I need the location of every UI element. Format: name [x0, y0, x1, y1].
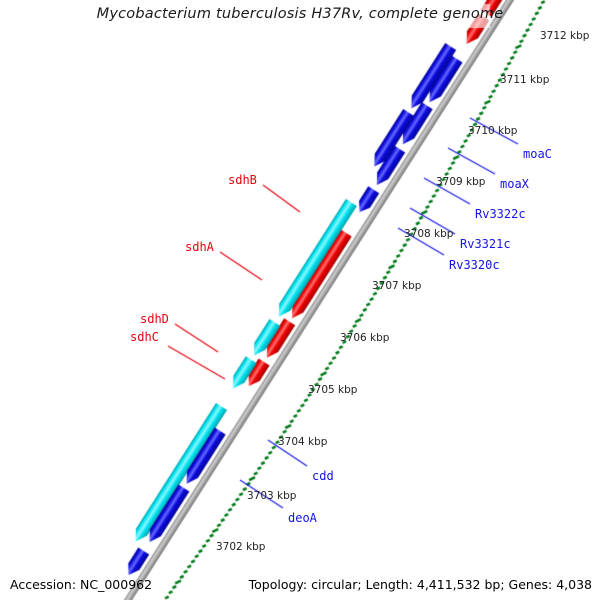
genome-summary-label: Topology: circular; Length: 4,411,532 bp… [248, 577, 592, 592]
status-bar: Accession: NC_000962 Topology: circular;… [0, 572, 600, 600]
accession-label: Accession: NC_000962 [10, 577, 153, 592]
